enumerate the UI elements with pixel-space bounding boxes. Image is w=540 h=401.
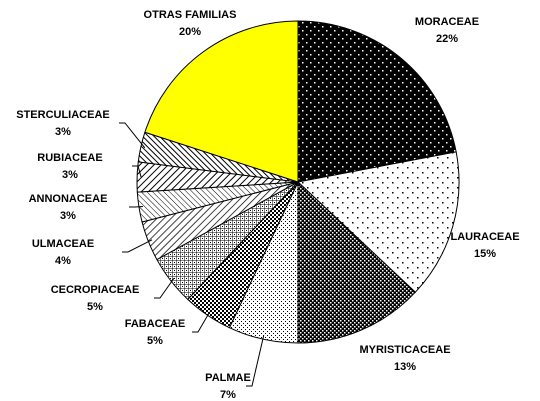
slice-label: FABACEAE bbox=[125, 318, 186, 330]
slice-value-label: 3% bbox=[62, 169, 78, 181]
slice-value-label: 3% bbox=[55, 126, 71, 138]
slice-label: STERCULIACEAE bbox=[16, 109, 110, 121]
slice-value-label: 3% bbox=[60, 210, 76, 222]
slice-value-label: 15% bbox=[474, 248, 496, 260]
slice-label: RUBIACEAE bbox=[37, 152, 102, 164]
slice-value-label: 7% bbox=[220, 389, 236, 401]
pie-slice bbox=[297, 20, 457, 183]
slice-value-label: 4% bbox=[55, 255, 71, 267]
pie-slice bbox=[296, 151, 460, 293]
pie-slice bbox=[144, 20, 299, 183]
slice-label: PALMAE bbox=[205, 372, 251, 384]
slice-value-label: 20% bbox=[179, 26, 201, 38]
leader-line bbox=[132, 165, 142, 178]
slice-value-label: 5% bbox=[87, 301, 103, 313]
leader-line bbox=[192, 311, 211, 333]
slice-label: OTRAS FAMILIAS bbox=[144, 9, 237, 21]
slice-label: LAURACEAE bbox=[450, 231, 519, 243]
slice-label: CECROPIACEAE bbox=[51, 284, 140, 296]
slice-label: MYRISTICACEAE bbox=[359, 344, 450, 356]
slice-label: MORACEAE bbox=[415, 16, 479, 28]
slice-value-label: 5% bbox=[147, 335, 163, 347]
slice-label: ULMACEAE bbox=[32, 238, 94, 250]
leader-line bbox=[122, 239, 153, 253]
leader-line bbox=[119, 122, 146, 149]
leader-line bbox=[246, 335, 265, 387]
pie-slice bbox=[297, 180, 417, 344]
leader-line bbox=[154, 277, 175, 299]
slice-value-label: 22% bbox=[436, 33, 458, 45]
slice-label: ANNONACEAE bbox=[29, 193, 108, 205]
slice-value-label: 13% bbox=[394, 361, 416, 373]
